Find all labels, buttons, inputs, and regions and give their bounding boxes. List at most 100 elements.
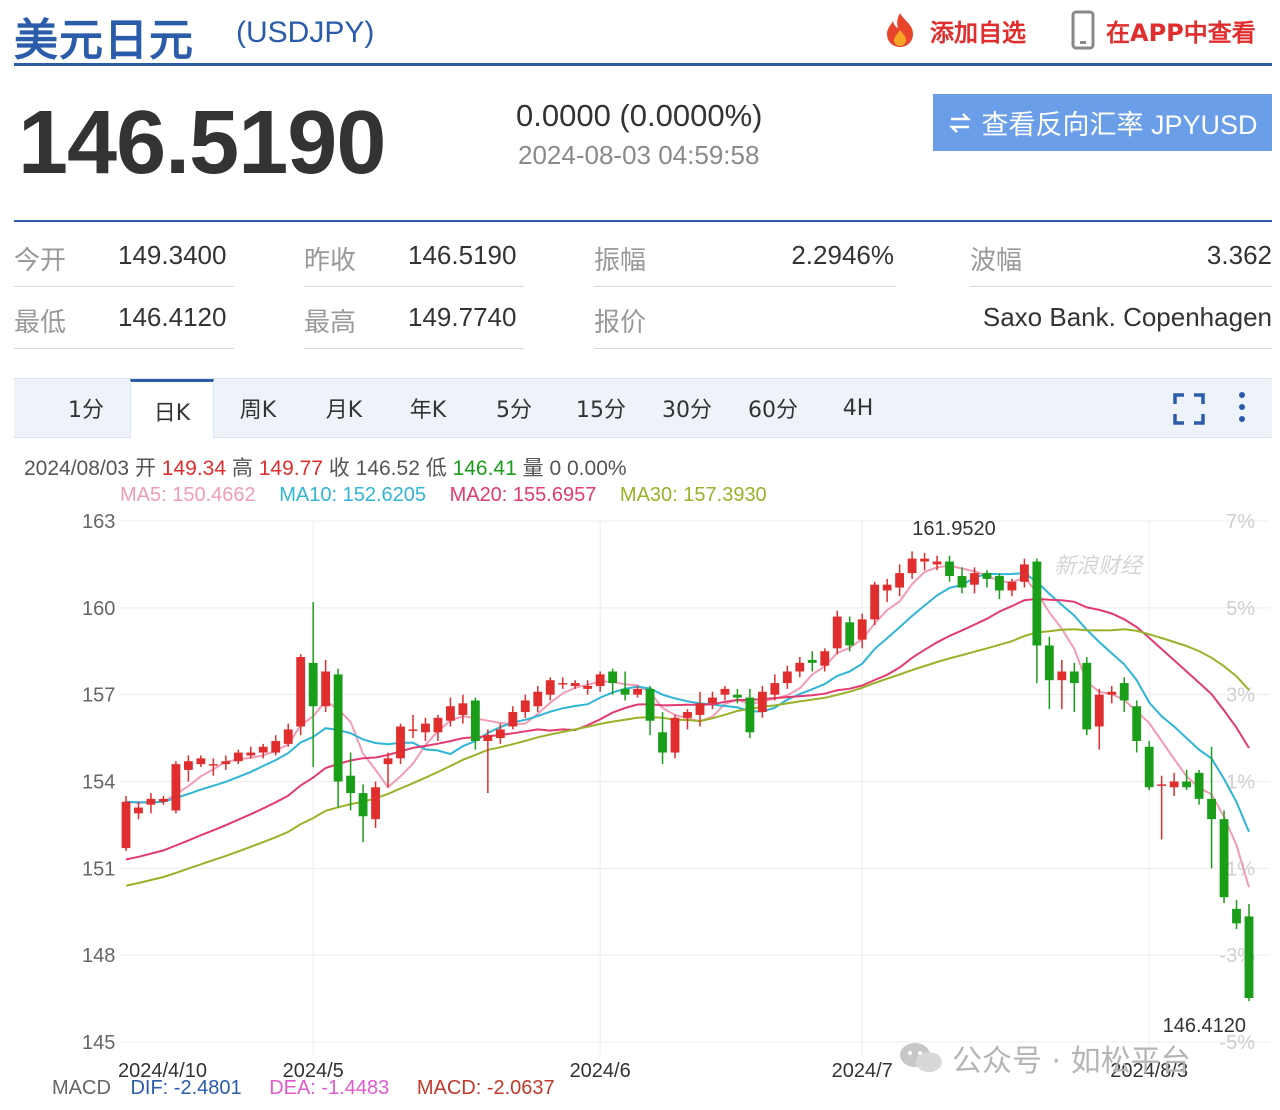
candle-body — [321, 671, 331, 707]
candle-body — [271, 740, 281, 753]
candle-body — [283, 729, 293, 744]
ohlc-volume-label: 量 — [522, 457, 544, 480]
tab-1min[interactable]: 1分 — [68, 398, 104, 423]
candle-body — [146, 798, 156, 805]
candle-body — [258, 746, 268, 753]
candle-body — [770, 683, 780, 695]
stat-quote-source: 报价 Saxo Bank. Copenhagen — [594, 286, 1272, 349]
more-icon[interactable] — [1232, 389, 1252, 425]
reverse-rate-button[interactable]: 查看反向汇率 JPYUSD — [933, 94, 1272, 151]
candle-body — [807, 659, 817, 663]
macd-info: MACD DIF: -2.4801 DEA: -1.4483 MACD: -2.… — [52, 1077, 577, 1100]
candle-body — [121, 801, 131, 849]
stat-open: 今开 149.3400 — [14, 224, 234, 287]
tab-weekly[interactable]: 周K — [239, 398, 277, 423]
wechat-watermark: 公众号 · 如松平台 — [898, 1036, 1191, 1080]
candle-body — [820, 651, 830, 666]
stat-amplitude: 振幅 2.2946% — [594, 224, 896, 287]
candle-body — [982, 573, 992, 579]
current-price: 146.5190 — [18, 93, 386, 193]
quote-timestamp: 2024-08-03 04:59:58 — [518, 140, 760, 170]
stat-low: 最低 146.4120 — [14, 286, 234, 349]
tab-yearly[interactable]: 年K — [409, 398, 447, 423]
candle-body — [920, 558, 929, 562]
ohlc-open-label: 开 — [134, 457, 156, 480]
candle-body — [508, 712, 518, 727]
tab-60min[interactable]: 60分 — [748, 398, 798, 423]
stat-prev-close: 昨收 146.5190 — [304, 224, 524, 287]
tab-15min[interactable]: 15分 — [576, 398, 626, 423]
watermark-text: 公众号 · 如松平台 — [952, 1044, 1191, 1079]
page-title: 美元日元 — [14, 15, 194, 66]
ohlc-high-label: 高 — [231, 457, 253, 480]
tab-5min[interactable]: 5分 — [496, 398, 532, 423]
stat-open-value: 149.3400 — [118, 240, 227, 270]
candle-body — [857, 619, 867, 640]
ohlc-info: 2024/08/03 开 149.34 高 149.77 收 146.52 低 … — [24, 452, 627, 482]
macd-label: MACD — [52, 1077, 111, 1099]
kline-chart[interactable]: 163 7%160 5%157 3%154 1%151 -1%148 -3%145 -5%20… — [0, 505, 1280, 1085]
stat-quote-value: Saxo Bank. Copenhagen — [982, 302, 1272, 332]
flame-icon — [887, 13, 913, 47]
stat-high-label: 最高 — [304, 308, 357, 338]
candle-body — [732, 694, 742, 698]
stat-prev-close-label: 昨收 — [304, 246, 357, 276]
tab-30min[interactable]: 30分 — [662, 398, 712, 423]
candle-body — [1107, 691, 1117, 695]
candle-body — [196, 758, 206, 765]
swap-icon — [949, 112, 972, 133]
candle-body — [558, 683, 568, 685]
stat-open-label: 今开 — [14, 246, 67, 276]
ma20-line — [125, 597, 1250, 861]
candle-body — [708, 697, 717, 704]
candle-body — [1194, 772, 1204, 799]
ohlc-date: 2024/08/03 — [24, 457, 130, 480]
candle-body — [533, 691, 543, 707]
tab-monthly[interactable]: 月K — [325, 398, 363, 423]
candle-body — [658, 732, 667, 753]
macd-dif: DIF: -2.4801 — [130, 1077, 242, 1099]
stat-amplitude-value: 2.2946% — [791, 240, 894, 270]
candle-body — [134, 807, 143, 814]
candle-body — [895, 573, 905, 588]
stat-low-label: 最低 — [14, 308, 67, 338]
candle-body — [1182, 781, 1192, 788]
candle-body — [1069, 671, 1079, 684]
candle-body — [995, 575, 1004, 591]
macd-value: MACD: -2.0637 — [416, 1077, 555, 1099]
view-in-app-button[interactable]: 在APP中查看 — [1070, 10, 1256, 50]
y-tick-label: 160 — [82, 598, 115, 620]
candle-body — [396, 726, 405, 759]
candle-body — [296, 657, 306, 727]
candle-body — [171, 764, 181, 811]
candle-body — [633, 688, 643, 695]
candle-body — [483, 735, 493, 741]
candle-body — [1019, 564, 1029, 582]
ohlc-open: 149.34 — [161, 457, 227, 480]
candle-body — [870, 584, 880, 620]
fullscreen-icon[interactable] — [1172, 392, 1206, 426]
candle-body — [371, 787, 380, 820]
candle-body — [782, 671, 792, 684]
stat-wave: 波幅 3.362 — [970, 224, 1272, 287]
ma5-value: MA5: 150.4662 — [120, 484, 256, 506]
candle-body — [570, 683, 580, 686]
stat-high-value: 149.7740 — [408, 302, 517, 332]
candle-body — [795, 662, 805, 672]
candle-body — [246, 752, 256, 756]
stat-low-value: 146.4120 — [118, 302, 227, 332]
y-right-tick-label: -5% — [1219, 1032, 1255, 1054]
tab-daily[interactable]: 日K — [130, 379, 214, 439]
tab-4h[interactable]: 4H — [842, 395, 874, 421]
stat-prev-close-value: 146.5190 — [408, 240, 517, 270]
y-tick-label: 157 — [82, 685, 115, 707]
candle-body — [1144, 746, 1154, 788]
wechat-icon — [900, 1043, 942, 1072]
add-watch-button[interactable]: 添加自选 — [880, 10, 1026, 50]
min-price-label: 146.4120 — [1163, 1015, 1246, 1037]
page-header: 美元日元 (USDJPY) 添加自选 在APP中查看 — [14, 0, 1272, 66]
ma30-value: MA30: 157.3930 — [619, 484, 767, 506]
candle-body — [1119, 683, 1129, 701]
page-subtitle: (USDJPY) — [236, 16, 375, 49]
ohlc-low: 146.41 — [452, 457, 517, 480]
